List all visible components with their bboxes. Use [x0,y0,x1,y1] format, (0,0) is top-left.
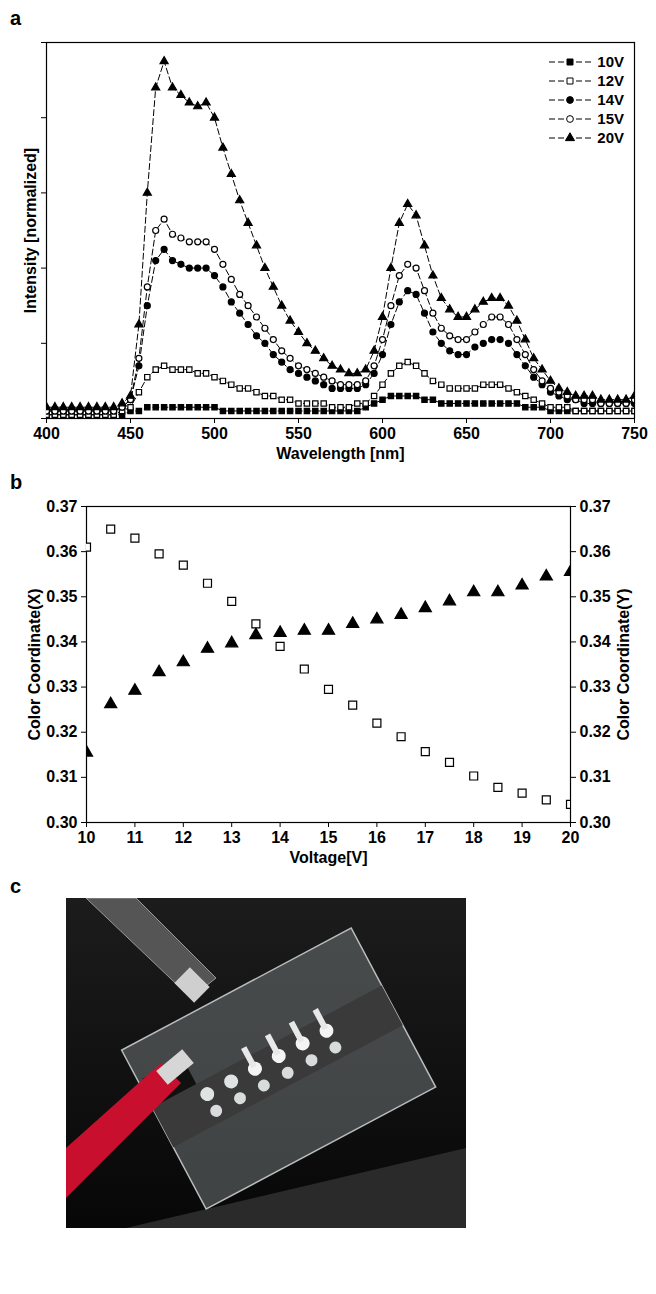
svg-text:0.30: 0.30 [46,814,77,831]
svg-text:750: 750 [621,425,648,442]
svg-text:Color Coordinate(Y): Color Coordinate(Y) [615,589,632,741]
svg-text:700: 700 [537,425,564,442]
svg-text:18: 18 [465,829,483,846]
svg-text:550: 550 [285,425,312,442]
svg-text:0.36: 0.36 [580,543,611,560]
svg-text:0.35: 0.35 [46,588,77,605]
svg-text:0.30: 0.30 [580,814,611,831]
svg-text:10: 10 [78,829,96,846]
svg-text:0.34: 0.34 [46,633,77,650]
svg-text:450: 450 [117,425,144,442]
svg-text:0.31: 0.31 [580,768,611,785]
svg-text:0.37: 0.37 [580,498,611,515]
html-text:a: a [10,7,22,29]
svg-text:Wavelength [nm]: Wavelength [nm] [276,445,404,462]
html-text:14V: 14V [597,91,624,108]
svg-text:0.32: 0.32 [580,723,611,740]
svg-text:0.33: 0.33 [46,678,77,695]
svg-text:Voltage[V]: Voltage[V] [290,849,368,866]
html-text:b: b [10,471,23,493]
svg-text:0.36: 0.36 [46,543,77,560]
html-text:c: c [10,875,22,897]
svg-text:650: 650 [453,425,480,442]
svg-text:500: 500 [201,425,228,442]
svg-text:13: 13 [223,829,241,846]
svg-text:0.33: 0.33 [580,678,611,695]
svg-text:11: 11 [126,829,143,846]
svg-text:0.37: 0.37 [46,498,77,515]
svg-text:20: 20 [562,829,580,846]
svg-text:Color Coordinate(X): Color Coordinate(X) [26,589,43,741]
svg-text:Intensity [normalized]: Intensity [normalized] [22,148,39,313]
svg-text:600: 600 [369,425,396,442]
svg-text:17: 17 [416,829,434,846]
svg-text:0.32: 0.32 [46,723,77,740]
svg-text:16: 16 [368,829,386,846]
html-text:15V: 15V [597,110,624,127]
svg-text:15: 15 [320,829,338,846]
html-text:12V: 12V [597,72,624,89]
html-text:10V: 10V [597,53,624,70]
html-text:20V: 20V [597,129,624,146]
svg-text:0.34: 0.34 [580,633,611,650]
svg-text:0.35: 0.35 [580,588,611,605]
svg-text:14: 14 [271,829,289,846]
svg-text:0.31: 0.31 [46,768,77,785]
svg-text:400: 400 [33,425,60,442]
svg-text:19: 19 [513,829,531,846]
svg-text:12: 12 [174,829,192,846]
